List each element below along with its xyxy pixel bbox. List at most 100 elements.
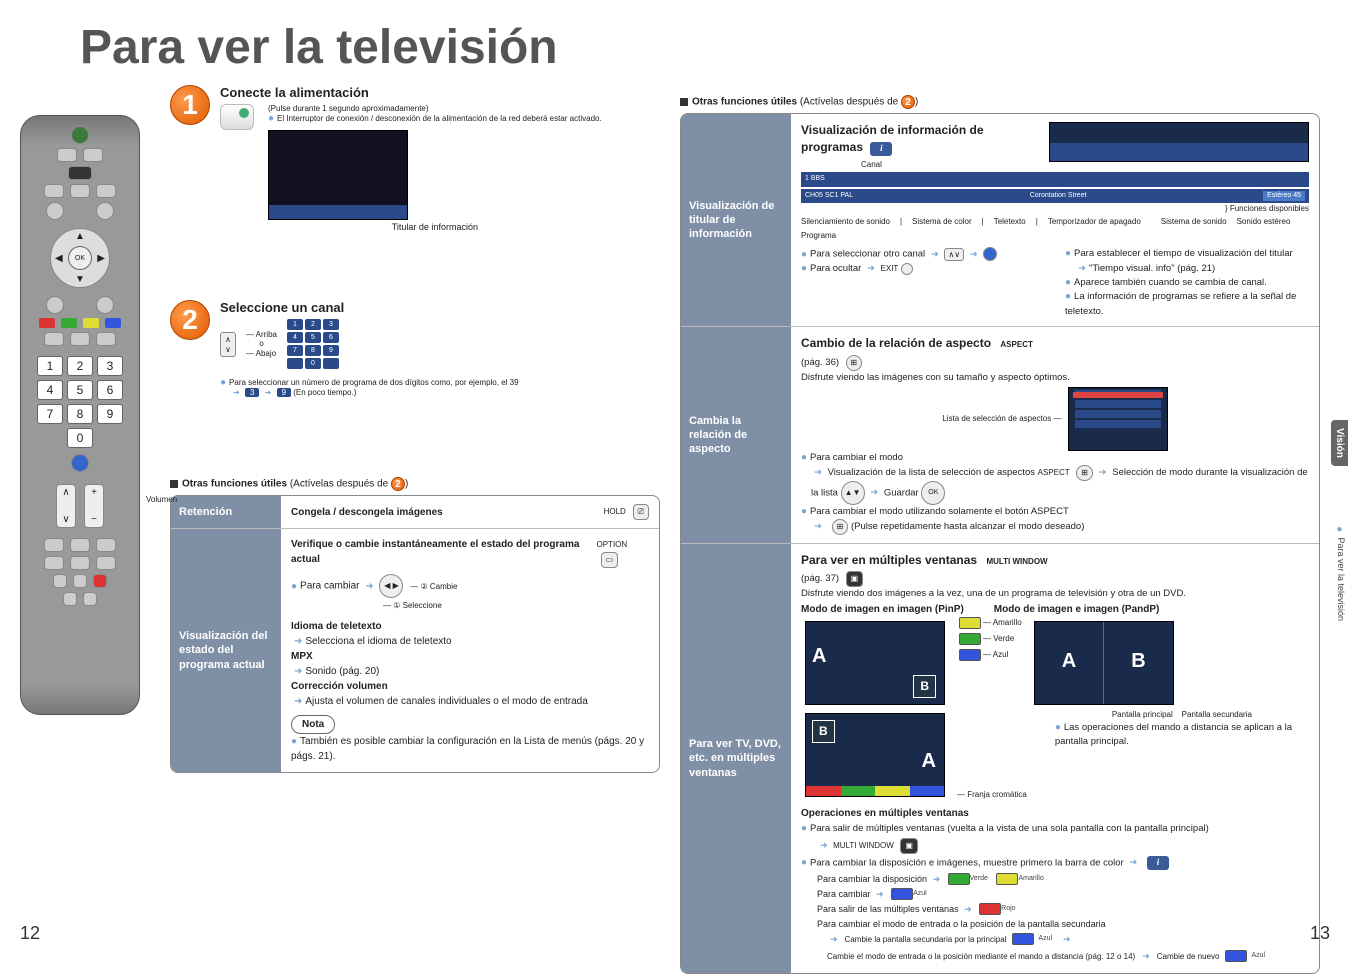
multi-pg: (pág. 37)	[801, 573, 839, 584]
side-tab-sub: ● Para ver la televisión	[1334, 520, 1348, 625]
aspect-list-label: Lista de selección de aspectos	[942, 414, 1051, 423]
aspect-btn-label: ASPECT	[1000, 340, 1032, 349]
right-column: Otras funciones útiles (Actívelas despué…	[680, 85, 1320, 974]
volume-rocker: +−	[84, 484, 104, 528]
nav-circle-icon: ◀ ▶	[379, 574, 403, 598]
multi-m2: Modo de imagen e imagen (PandP)	[994, 603, 1160, 618]
canal-label: Canal	[861, 159, 1037, 171]
multi-o4: Para cambiar	[817, 889, 871, 899]
multi-o2: Para cambiar la disposición e imágenes, …	[810, 857, 1124, 868]
anno-blue: Azul	[993, 650, 1009, 659]
retencion-label: Retención	[171, 496, 281, 528]
estado-l2: Sonido (pág. 20)	[305, 666, 379, 677]
info-i-icon-2: i	[1147, 856, 1169, 870]
channel-rocker: ∧∨	[56, 484, 76, 528]
aspect-hd: Cambio de la relación de aspecto	[801, 336, 991, 350]
aspect-save: Guardar	[884, 487, 919, 498]
nota-label: Nota	[291, 715, 335, 734]
step-2-title: Seleccione un canal	[220, 300, 519, 315]
aspect-icon	[46, 202, 64, 220]
hold-icon	[96, 332, 116, 346]
multi-o6c: Cambie de nuevo	[1157, 951, 1220, 963]
multiwindow-icon-box: ▣	[846, 571, 864, 587]
aspect-rep: (Pulse repetidamente hasta alcanzar el m…	[851, 521, 1084, 532]
left-column: ▲ ▼ ◀ ▶ OK 123 456 789 0	[20, 85, 660, 974]
option-btn-label: OPTION	[597, 540, 628, 549]
side-tab: Visión	[1331, 420, 1348, 466]
hand-press-icon	[220, 104, 254, 130]
aspect-btn-icon2: ⊞	[832, 519, 849, 535]
info-banner-thumb	[268, 130, 408, 220]
ex-key-b: 9	[277, 388, 291, 397]
banner-strip-2: CH05 SC1 PAL Corontation Street Estéreo …	[801, 189, 1309, 203]
estado-h1: Idioma de teletexto	[291, 619, 649, 634]
pinp-thumb-2: B A	[805, 713, 945, 797]
left-funcs-heading: Otras funciones útiles (Actívelas despué…	[170, 477, 660, 491]
info-b2: La información de programas se refiere a…	[1065, 291, 1296, 317]
multi-label: Para ver TV, DVD, etc. en múltiples vent…	[681, 544, 791, 973]
info-hd: Visualización de información de programa…	[801, 123, 984, 154]
info-i-icon: i	[870, 142, 892, 156]
estado-c1: ① Seleccione	[393, 601, 442, 610]
aspect-list-thumb	[1068, 387, 1168, 451]
option-button-icon: ▭	[601, 552, 619, 568]
estado-change: Para cambiar	[300, 581, 359, 592]
multi-m1: Modo de imagen en imagen (PinP)	[801, 603, 964, 618]
hold-button-icon: ⎚	[633, 504, 649, 520]
estado-c2: ② Cambie	[420, 582, 457, 591]
nota-text: También es posible cambiar la configurac…	[291, 736, 644, 762]
right-funcs-heading: Otras funciones útiles (Actívelas despué…	[680, 95, 1320, 109]
right-func-box: Visualización de titular de información …	[680, 113, 1320, 974]
info-sel: Para seleccionar otro canal	[810, 249, 925, 260]
info-est: Para establecer el tiempo de visualizaci…	[1074, 248, 1293, 259]
multi-note1: Las operaciones del mando a distancia se…	[1055, 722, 1292, 748]
page-number-right: 13	[1310, 923, 1330, 944]
step-2: 2 Seleccione un canal ∧∨ — Arriba o — Ab…	[170, 300, 660, 397]
multi-o6a: Cambie la pantalla secundaria por la pri…	[845, 934, 1007, 946]
numpad: 123 456 789 0	[37, 356, 123, 448]
info-icon	[71, 454, 89, 472]
exit-btn-icon	[901, 263, 913, 275]
page-number-left: 12	[20, 923, 40, 944]
info-est-ref: "Tiempo visual. info" (pág. 21)	[1089, 263, 1215, 274]
up-label: Arriba	[256, 330, 277, 339]
aspect-nav-icon: ▲▼	[841, 481, 865, 505]
or-label: o	[246, 339, 277, 349]
down-label: Abajo	[256, 349, 276, 358]
estado-label: Visualización del estado del programa ac…	[171, 529, 281, 772]
step-1-line2: El Interruptor de conexión / desconexión…	[277, 114, 602, 123]
step-1-line1: (Pulse durante 1 segundo aproximadamente…	[268, 104, 602, 113]
info-items: Silenciamiento de sonido| Sistema de col…	[801, 216, 1309, 241]
aspect-mode: Para cambiar el modo	[810, 452, 903, 463]
aspect-label: Cambia la relación de aspecto	[681, 327, 791, 542]
info-avail: Funciones disponibles	[1230, 204, 1309, 213]
step-2-line1: Para seleccionar un número de programa d…	[229, 378, 519, 387]
exit-label: EXIT	[881, 264, 899, 273]
estado-l1: Selecciona el idioma de teletexto	[305, 636, 451, 647]
hold-btn-label: HOLD	[604, 507, 626, 516]
aspect-line1: Disfrute viendo las imágenes con su tama…	[801, 371, 1309, 385]
ch-rocker-icon: ∧∨	[220, 332, 236, 357]
info-b1: Aparece también cuando se cambia de cana…	[1074, 277, 1267, 288]
retencion-title: Congela / descongela imágenes	[291, 505, 443, 520]
multi-o1: Para salir de múltiples ventanas (vuelta…	[810, 823, 1209, 834]
multiwindow-btn-label: MULTI WINDOW	[986, 557, 1047, 566]
aspect-vis: Visualización de la lista de selección d…	[828, 467, 1035, 478]
remote-illustration: ▲ ▼ ◀ ▶ OK 123 456 789 0	[20, 115, 140, 715]
left-func-box: Retención Congela / descongela imágenes …	[170, 495, 660, 773]
multi-hd: Para ver en múltiples ventanas	[801, 553, 977, 567]
estado-h2: MPX	[291, 649, 649, 664]
ch-rocker-small-icon: ∧∨	[944, 248, 964, 262]
p-sec-label: Pantalla secundaria	[1182, 710, 1252, 719]
pinp-thumb-1: A B	[805, 621, 945, 705]
aspect-btn-icon: ⊞	[1076, 465, 1093, 481]
multiwindow-icon	[68, 166, 92, 180]
step-2-badge: 2	[170, 300, 210, 340]
multi-ops: Operaciones en múltiples ventanas	[801, 807, 1309, 822]
estado-h3: Corrección volumen	[291, 679, 649, 694]
multi-o5: Para salir de las múltiples ventanas	[817, 904, 959, 914]
info-ocultar: Para ocultar	[810, 263, 861, 274]
step-1-badge: 1	[170, 85, 210, 125]
multi-o6: Para cambiar el modo de entrada o la pos…	[817, 919, 1106, 929]
p-main-label: Pantalla principal	[1112, 710, 1173, 719]
